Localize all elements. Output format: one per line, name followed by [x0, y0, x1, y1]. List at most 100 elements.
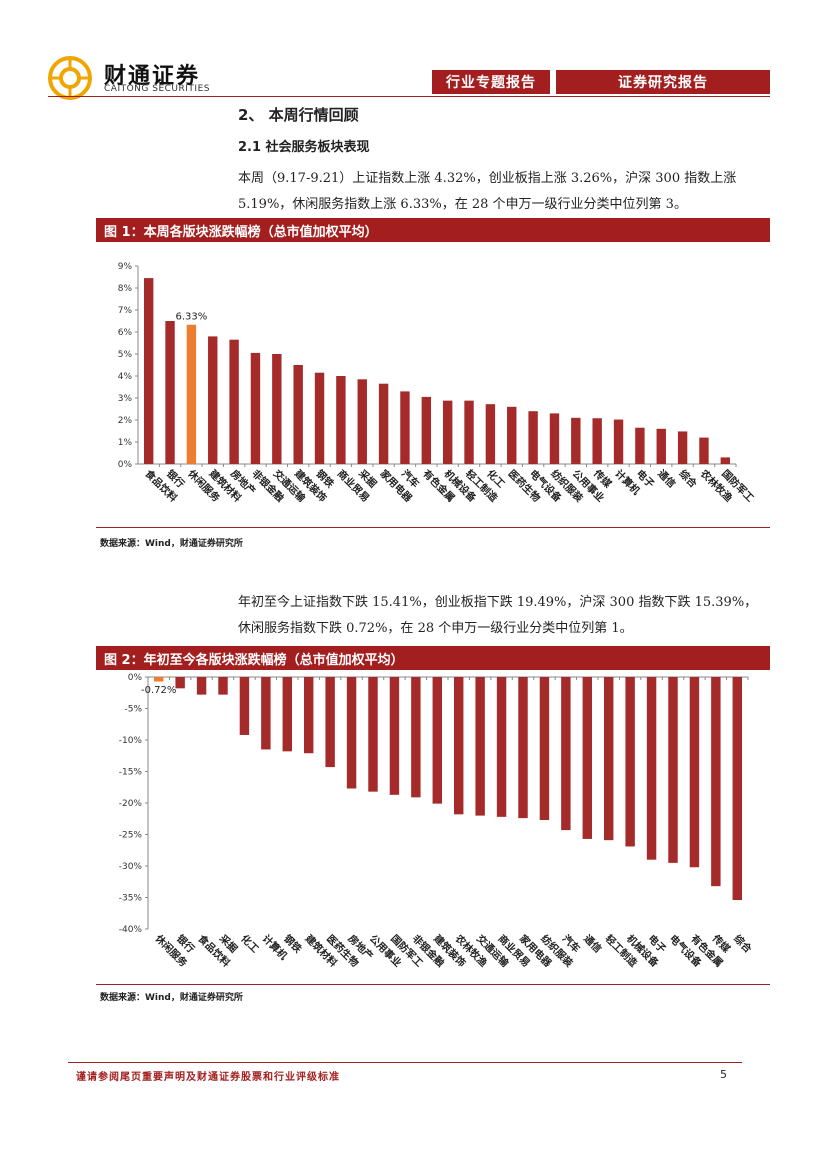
y-tick-label: 3% — [118, 394, 133, 404]
bar — [432, 677, 442, 804]
bar — [400, 391, 410, 464]
bar — [378, 383, 389, 464]
bar — [539, 677, 550, 821]
bar — [442, 400, 453, 464]
bar — [208, 336, 218, 464]
report-type-tab: 行业专题报告 — [432, 70, 550, 94]
bar — [711, 677, 721, 887]
caitong-logo-icon — [48, 56, 92, 100]
bar — [143, 278, 154, 464]
y-tick-label: -10% — [119, 736, 143, 746]
bar — [582, 677, 592, 839]
y-tick-label: 7% — [118, 306, 133, 316]
subsection-title: 2.1 社会服务板块表现 — [238, 140, 370, 155]
x-tick-label: 通信 — [655, 467, 678, 490]
bar — [549, 413, 560, 464]
bar — [346, 677, 357, 789]
bar — [635, 427, 645, 464]
data-label: 6.33% — [176, 312, 208, 323]
bar — [325, 677, 335, 768]
page-number: 5 — [720, 1068, 727, 1081]
y-tick-label: -35% — [119, 894, 143, 904]
figure-1-source: 数据来源：Wind，财通证券研究所 — [100, 539, 243, 549]
figure-1-divider — [96, 527, 770, 528]
bar — [229, 339, 239, 464]
bar — [239, 677, 250, 735]
bar — [592, 418, 602, 464]
ytd-summary-paragraph: 年初至今上证指数下跌 15.41%，创业板指下跌 19.49%，沪深 300 指… — [238, 595, 758, 636]
x-tick-label: 通信 — [581, 932, 604, 955]
x-tick-label: 综合 — [731, 932, 755, 956]
bar — [293, 365, 303, 464]
bar — [677, 431, 688, 464]
bar — [368, 677, 378, 792]
header-divider — [48, 96, 770, 97]
bar — [485, 404, 496, 464]
footer-disclaimer: 谨请参阅尾页重要声明及财通证券股票和行业评级标准 — [76, 1072, 340, 1083]
figure-2-divider — [96, 984, 770, 985]
bar — [732, 677, 742, 901]
bar — [314, 372, 325, 464]
y-tick-label: -5% — [124, 705, 142, 715]
bar — [507, 406, 517, 464]
x-tick-label: 化工 — [238, 932, 261, 955]
bar — [261, 677, 271, 750]
bar — [571, 417, 581, 464]
bar — [421, 396, 432, 464]
bar — [250, 352, 261, 464]
bar — [282, 677, 292, 752]
bar — [218, 677, 228, 695]
y-tick-label: 2% — [118, 416, 133, 426]
bar — [272, 354, 282, 464]
bar — [518, 677, 528, 819]
bar — [154, 677, 164, 682]
bar — [336, 376, 346, 464]
bar — [357, 379, 367, 464]
bar — [656, 428, 666, 464]
y-tick-label: 6% — [118, 328, 133, 338]
y-tick-label: -25% — [119, 831, 143, 841]
bar — [454, 677, 464, 815]
y-tick-label: 5% — [118, 350, 133, 360]
y-tick-label: 4% — [118, 372, 133, 382]
bar — [613, 419, 624, 464]
bar — [411, 677, 421, 798]
brand-name-en: CAITONG SECURITIES — [104, 84, 210, 94]
bar — [720, 457, 731, 464]
figure-1-title: 图 1：本周各版块涨跌幅榜（总市值加权平均） — [96, 218, 770, 242]
figure-2-source: 数据来源：Wind，财通证券研究所 — [100, 993, 243, 1003]
y-tick-label: 0% — [118, 460, 133, 470]
footer-divider — [68, 1062, 742, 1063]
y-tick-label: -20% — [119, 799, 143, 809]
report-category-tab: 证券研究报告 — [556, 70, 770, 94]
bar — [528, 411, 538, 464]
bar — [186, 324, 197, 464]
bar — [175, 677, 185, 689]
bar — [196, 677, 207, 695]
bar — [689, 677, 700, 868]
bar — [604, 677, 614, 841]
bar — [699, 437, 709, 464]
bar — [475, 677, 485, 816]
bar — [165, 321, 175, 464]
y-tick-label: -30% — [119, 862, 143, 872]
section-title: 2、 本周行情回顾 — [238, 106, 359, 124]
bar — [561, 677, 571, 831]
y-tick-label: 9% — [118, 262, 133, 272]
bar — [625, 677, 635, 847]
bar — [389, 677, 400, 795]
y-tick-label: -15% — [119, 768, 143, 778]
y-tick-label: 0% — [128, 673, 143, 683]
brand-name-cn: 财通证券 — [104, 64, 201, 89]
y-tick-label: -40% — [119, 925, 143, 935]
weekly-summary-paragraph: 本周（9.17-9.21）上证指数上涨 4.32%，创业板指上涨 3.26%，沪… — [238, 171, 737, 212]
bar — [646, 677, 657, 860]
data-label: -0.72% — [141, 685, 176, 696]
figure-2-title: 图 2：年初至今各版块涨跌幅榜（总市值加权平均） — [96, 646, 770, 670]
x-tick-label: 综合 — [676, 467, 700, 491]
y-tick-label: 8% — [118, 284, 133, 294]
y-tick-label: 1% — [118, 438, 133, 448]
ytd-change-chart: 0%-5%-10%-15%-20%-25%-30%-35%-40%休闲服务银行食… — [119, 673, 755, 970]
bar — [304, 677, 314, 754]
